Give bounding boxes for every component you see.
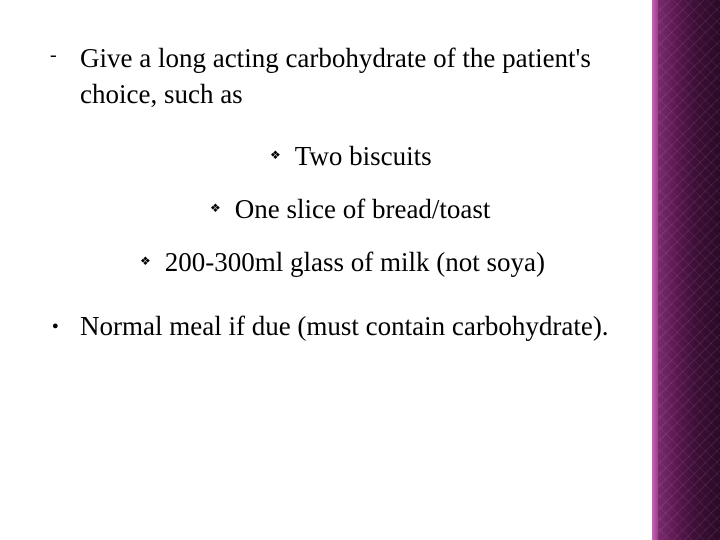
- dash-bullet: -: [50, 40, 80, 67]
- last-item-text: Normal meal if due (must contain carbohy…: [80, 308, 609, 346]
- decorative-sidebar: [658, 0, 720, 540]
- main-item-text: Give a long acting carbohydrate of the p…: [80, 40, 625, 113]
- sub-item-2-text: One slice of bread/toast: [235, 194, 491, 224]
- round-bullet: ●: [50, 308, 80, 332]
- diamond-icon: ❖: [210, 201, 221, 216]
- sidebar-edge: [652, 0, 658, 540]
- sub-item-2: ❖ One slice of bread/toast: [50, 194, 625, 225]
- sub-item-3-text: 200-300ml glass of milk (not soya): [165, 247, 545, 277]
- last-bullet-row: ● Normal meal if due (must contain carbo…: [50, 308, 625, 346]
- sub-item-1: ❖ Two biscuits: [50, 141, 625, 172]
- sub-item-3: ❖ 200-300ml glass of milk (not soya): [50, 247, 625, 278]
- sub-item-1-text: Two biscuits: [295, 141, 432, 171]
- main-bullet-row: - Give a long acting carbohydrate of the…: [50, 40, 625, 113]
- slide-content: - Give a long acting carbohydrate of the…: [0, 0, 650, 540]
- diamond-icon: ❖: [140, 254, 151, 269]
- diamond-icon: ❖: [270, 148, 281, 163]
